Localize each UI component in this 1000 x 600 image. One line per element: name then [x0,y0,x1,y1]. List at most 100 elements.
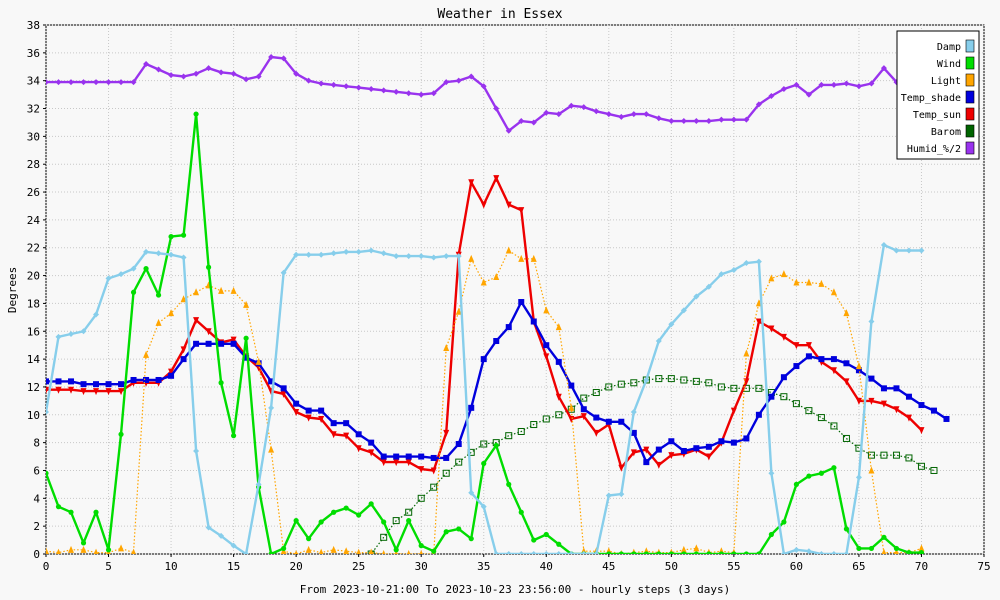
series-temp-shade [46,299,950,466]
data-point [593,551,600,554]
series-wind [46,111,925,554]
data-point [443,454,450,461]
data-point [805,278,812,286]
data-point [892,451,900,459]
legend-label: Light [931,76,961,87]
data-point [805,342,812,350]
data-point [143,248,150,255]
data-point [380,453,387,460]
data-point [580,551,587,554]
data-point [643,111,650,118]
data-point [468,404,475,411]
data-point [343,547,350,554]
data-point [868,466,875,474]
data-point [356,548,361,554]
data-point [205,65,212,72]
data-point [805,548,812,554]
data-point [380,459,387,467]
data-point [405,459,412,467]
data-point [830,288,837,296]
data-point [393,253,400,260]
legend-swatch [965,39,975,53]
data-point [780,551,787,554]
data-point [80,328,87,335]
data-point [893,385,900,392]
data-point [568,382,575,389]
data-point [455,307,462,315]
data-point [468,489,475,496]
data-point [531,537,537,543]
data-point [430,254,437,261]
x-tick-label: 40 [540,560,553,573]
data-point [755,101,762,108]
y-tick-label: 38 [27,19,40,32]
data-point [917,462,925,470]
data-point [855,83,862,90]
data-point [730,384,738,392]
data-point [193,317,200,325]
legend-label: Wind [937,59,961,70]
data-point [593,429,600,437]
data-point [193,70,200,77]
data-point [893,545,900,552]
data-point [230,336,237,344]
data-point [80,388,87,396]
data-point [780,333,787,341]
data-point [693,293,700,300]
data-point [255,73,262,80]
data-point [105,388,112,396]
data-point [506,481,512,487]
data-point [706,551,712,554]
data-point [493,551,500,554]
data-point [218,380,224,386]
data-point [55,378,62,385]
data-point [180,232,187,238]
data-point [630,409,637,416]
legend-label: Barom [931,127,961,138]
data-point [418,453,425,460]
data-point [618,113,625,120]
data-point [430,454,437,461]
data-point [193,111,199,117]
data-point [555,358,562,365]
data-point [468,254,475,262]
data-point [356,512,362,518]
data-point [80,545,87,553]
data-point [680,307,687,314]
data-point [618,464,625,472]
data-point [843,309,850,317]
data-point [155,292,162,298]
data-point [818,81,825,88]
data-point [230,286,237,294]
data-point [543,109,550,116]
x-axis-label: From 2023-10-21:00 To 2023-10-23 23:56:0… [300,583,730,596]
data-point [655,338,662,345]
data-point [46,378,49,385]
y-tick-label: 0 [33,548,40,561]
data-point [68,331,75,338]
data-point [792,400,800,408]
data-point [593,108,600,115]
data-point [243,300,250,308]
data-point [905,414,912,422]
data-point [555,411,563,419]
data-point [543,531,549,538]
data-point [205,264,212,270]
data-point [143,350,150,358]
data-point [793,342,800,350]
data-point [818,470,825,476]
data-point [668,118,675,125]
data-point [606,551,612,554]
x-tick-label: 30 [415,560,428,573]
chart-title: Weather in Essex [437,7,562,22]
data-point [130,376,137,383]
data-point [268,551,274,554]
data-point [618,491,625,498]
data-point [681,551,687,554]
data-point [105,547,112,553]
data-point [530,119,537,126]
data-point [130,289,137,295]
data-point [580,104,587,111]
data-point [443,529,449,535]
data-point [68,545,75,553]
